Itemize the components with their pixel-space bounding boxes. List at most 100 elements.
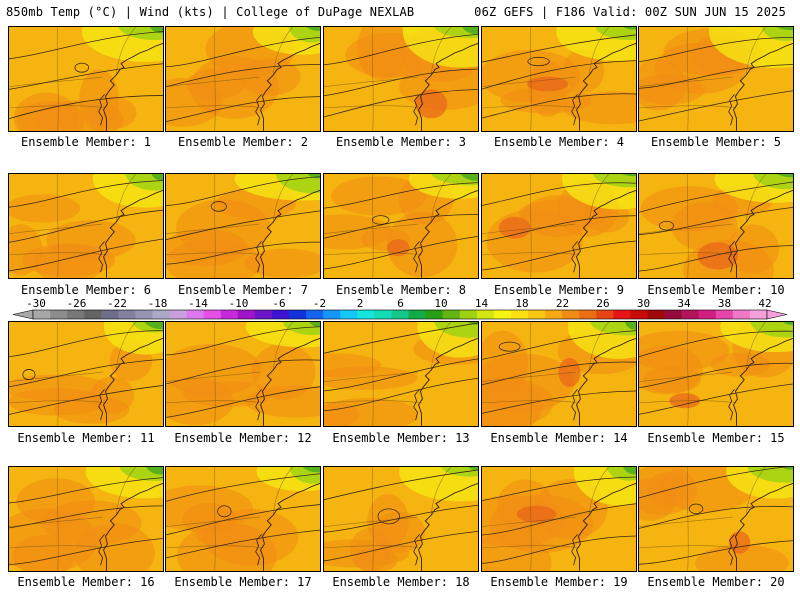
chesapeake-bay — [98, 534, 105, 566]
height-contour — [482, 182, 636, 206]
colorbar-swatch — [271, 310, 290, 319]
state-border — [324, 516, 418, 527]
colorbar-swatch — [528, 310, 546, 319]
state-border — [324, 105, 422, 109]
hot-spot — [415, 89, 448, 119]
state-border — [529, 467, 532, 571]
chesapeake-bay — [413, 389, 420, 421]
height-contour — [324, 89, 478, 118]
ensemble-member-label: Ensemble Member: 19 — [490, 575, 628, 589]
colorbar-swatch — [408, 310, 427, 319]
colorbar-right-arrow — [766, 309, 788, 320]
height-contour — [324, 504, 478, 533]
cooler-area — [589, 322, 636, 336]
chesapeake-bay — [728, 241, 735, 273]
state-border — [639, 223, 733, 234]
height-contour — [639, 383, 793, 415]
height-contour — [324, 530, 478, 562]
state-border — [639, 545, 737, 549]
state-border — [166, 400, 264, 404]
ensemble-member-map — [8, 26, 164, 132]
state-border — [588, 467, 609, 516]
ensemble-member-label: Ensemble Member: 12 — [174, 431, 312, 445]
closed-contour — [217, 505, 232, 518]
ensemble-member-map — [638, 26, 794, 132]
ensemble-member-map — [323, 173, 479, 279]
colorbar-swatch — [698, 310, 717, 319]
state-border — [115, 27, 136, 76]
colorbar-tick-label: -26 — [66, 297, 87, 310]
coastline — [418, 482, 478, 571]
colorbar-swatch — [306, 310, 324, 319]
height-contour — [9, 359, 163, 387]
colorbar-tick-label: -10 — [228, 297, 249, 310]
cooler-area — [282, 322, 320, 336]
height-contour — [639, 362, 793, 389]
warm-area — [195, 524, 267, 548]
warm-area — [642, 365, 701, 394]
colorbar-swatch — [476, 310, 495, 319]
chesapeake-bay — [571, 534, 578, 566]
warm-area — [359, 46, 421, 79]
ensemble-member-map — [165, 173, 321, 279]
colorbar-swatch — [596, 310, 614, 319]
colorbar-swatch — [681, 310, 700, 319]
height-contour — [482, 215, 636, 242]
colorbar-swatch — [323, 310, 341, 319]
chesapeake-bay — [413, 534, 420, 566]
coastline — [418, 189, 478, 278]
state-border — [324, 252, 422, 256]
cooler-area — [747, 467, 793, 483]
height-contour — [166, 326, 320, 356]
colorbar-swatch — [647, 310, 665, 319]
warm-area — [671, 202, 738, 251]
coastline — [576, 42, 636, 131]
height-contour — [482, 34, 636, 63]
state-border — [166, 76, 260, 87]
state-border — [166, 223, 260, 234]
height-contour — [639, 330, 793, 358]
coolest-area — [146, 467, 163, 475]
colorbar-tick-label: -2 — [312, 297, 327, 310]
colorbar-swatch — [169, 310, 188, 319]
closed-contour — [22, 369, 36, 381]
warm-area — [251, 343, 316, 400]
state-border — [213, 27, 216, 131]
coolest-area — [460, 174, 478, 181]
state-border — [115, 467, 136, 516]
colorbar-swatch — [545, 310, 563, 319]
height-contour — [166, 359, 320, 385]
chesapeake-bay — [571, 241, 578, 273]
state-border — [166, 252, 264, 256]
height-contour — [9, 95, 163, 119]
colorbar-swatch — [562, 310, 580, 319]
coolest-area — [302, 467, 320, 473]
hot-spot — [728, 531, 751, 554]
ensemble-member-map — [481, 173, 637, 279]
coastline — [418, 42, 478, 131]
height-contour — [9, 330, 163, 357]
warm-area — [42, 500, 142, 546]
ensemble-member-label: Ensemble Member: 15 — [647, 431, 785, 445]
height-contour — [324, 236, 478, 270]
state-border — [745, 174, 766, 223]
coastline — [733, 482, 793, 571]
warm-area — [166, 239, 262, 278]
cooler-area — [434, 322, 478, 338]
colorbar-swatch — [220, 310, 239, 319]
cooler-area — [275, 174, 320, 194]
ensemble-member-map — [481, 321, 637, 427]
map-title: 850mb Temp (°C) | Wind (kts) | College o… — [6, 5, 415, 19]
colorbar-swatch — [442, 310, 461, 319]
state-border — [213, 322, 216, 426]
ensemble-member-map — [323, 321, 479, 427]
closed-contour — [371, 215, 390, 225]
colorbar-tick-label: -14 — [188, 297, 208, 310]
height-contour — [166, 210, 320, 241]
state-border — [430, 322, 451, 371]
coastline — [733, 42, 793, 131]
chesapeake-bay — [255, 389, 262, 421]
colorbar-swatch — [391, 310, 409, 319]
state-border — [324, 400, 422, 404]
height-contour — [482, 390, 636, 414]
